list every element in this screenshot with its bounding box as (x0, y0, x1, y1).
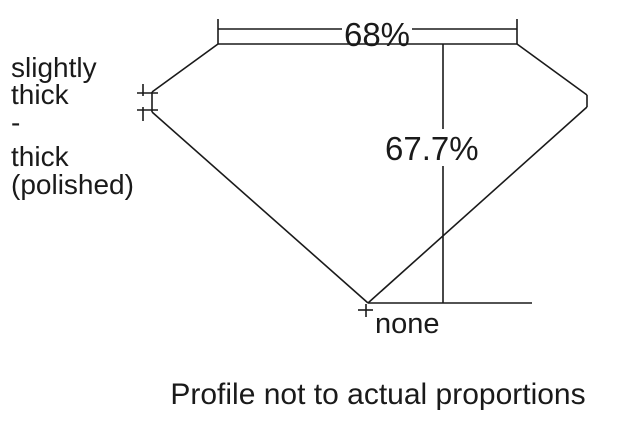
culet-label: none (375, 308, 440, 340)
girdle-label-line-3: - (11, 107, 20, 138)
culet-area: none (358, 302, 532, 340)
depth-percent-label: 67.7% (385, 130, 479, 167)
table-percent-label: 68% (344, 16, 410, 53)
pavilion-facet-right (367, 106, 588, 304)
girdle-label-line-1: slightly (11, 52, 97, 83)
girdle-label-line-5: (polished) (11, 169, 134, 200)
girdle-description-label: slightly thick - thick (polished) (11, 52, 134, 200)
table-width-dimension: 68% (217, 16, 518, 53)
crown-facet-left (151, 43, 219, 93)
girdle-tick-marks (137, 84, 158, 121)
diamond-outline (151, 43, 588, 304)
girdle-label-line-2: thick (11, 79, 70, 110)
girdle-label-line-4: thick (11, 141, 70, 172)
pavilion-facet-left (151, 111, 369, 304)
depth-measurement: 67.7% (385, 44, 479, 303)
diagram-caption: Profile not to actual proportions (170, 378, 585, 411)
crown-facet-right (516, 43, 588, 96)
